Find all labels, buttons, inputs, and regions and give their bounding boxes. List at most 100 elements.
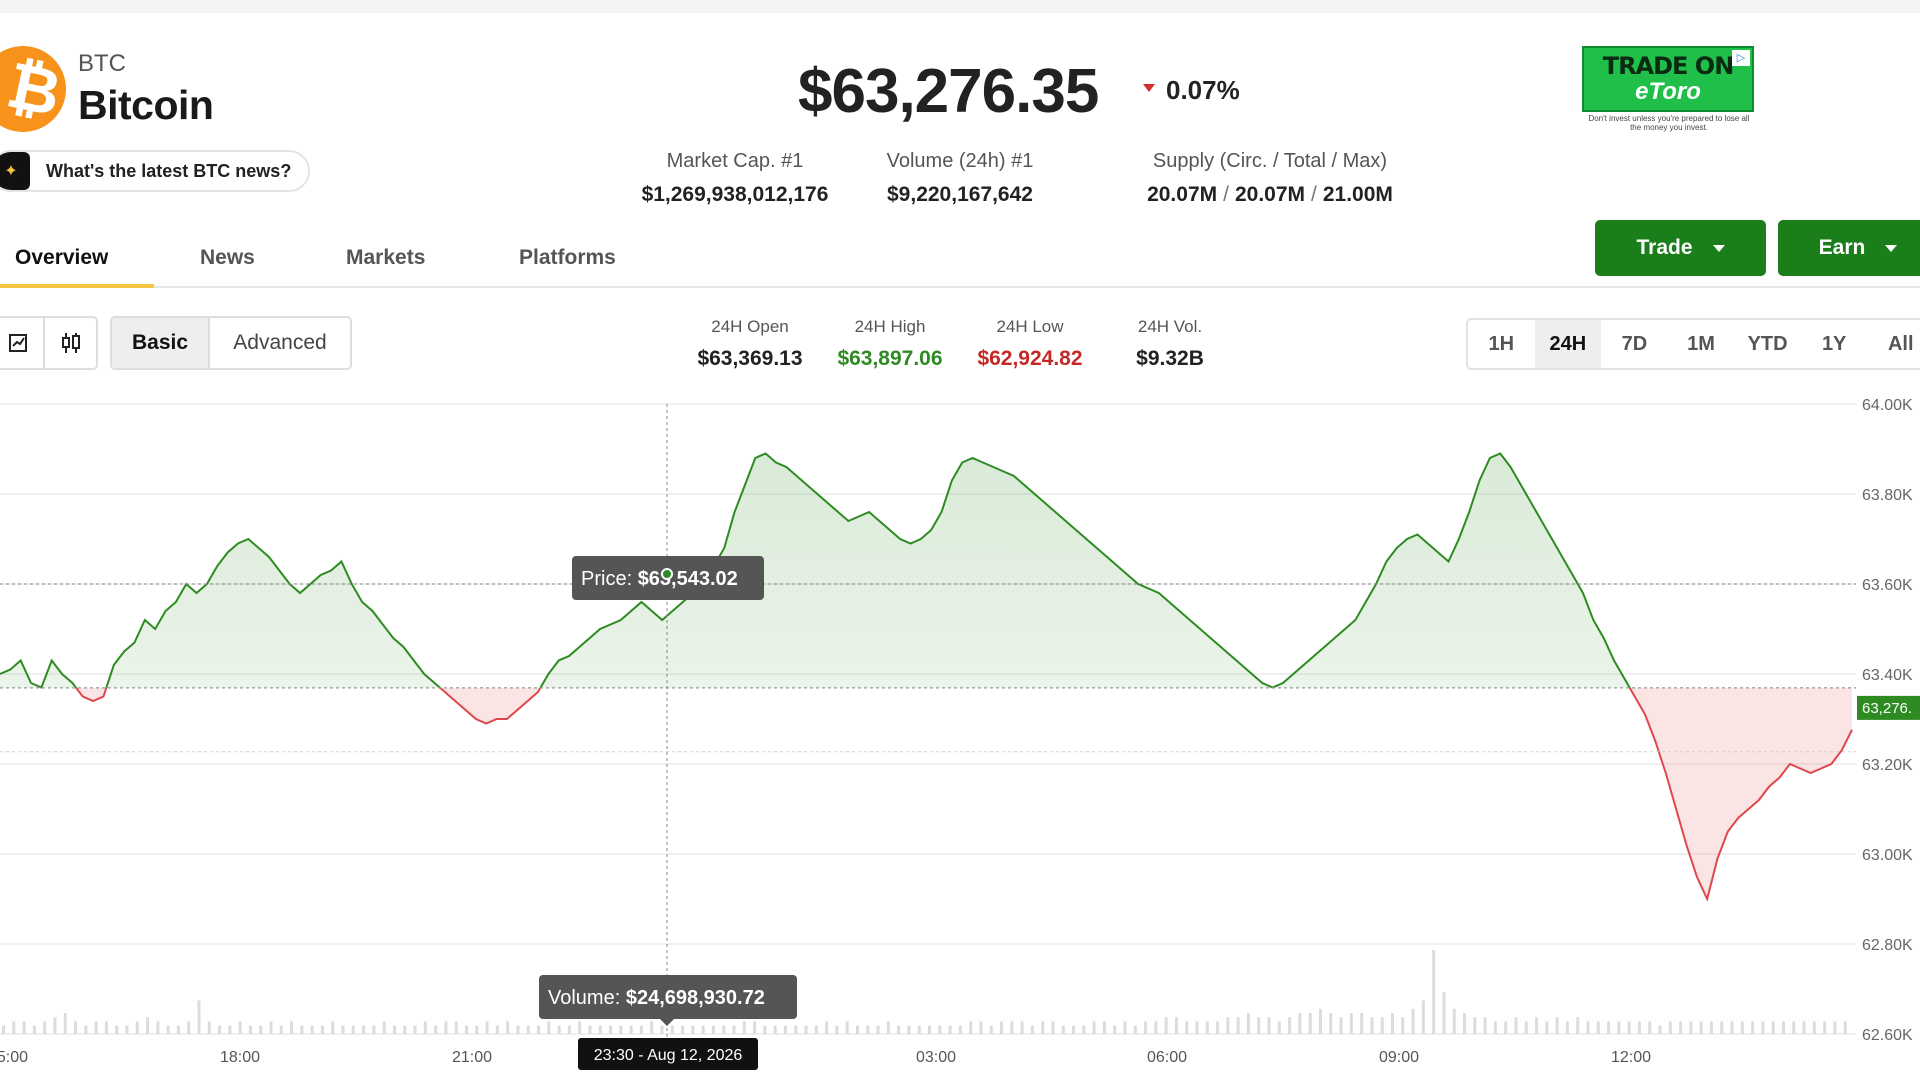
volume-bar	[1730, 1021, 1734, 1034]
volume-bar	[629, 1025, 633, 1034]
volume-bar	[392, 1025, 396, 1034]
volume-bar	[1781, 1021, 1785, 1034]
volume-bar	[1113, 1025, 1117, 1034]
volume-bar	[1010, 1021, 1014, 1034]
volume-bar	[1277, 1021, 1281, 1034]
earn-button-label: Earn	[1818, 236, 1866, 259]
time-tooltip-label: 23:30 - Aug 12, 2026	[594, 1047, 743, 1064]
sparkle-icon: ✦	[0, 152, 30, 190]
tab-overview[interactable]: Overview	[15, 246, 109, 269]
ad-disclaimer: Don't invest unless you're prepared to l…	[1588, 114, 1750, 132]
volume-bar	[1298, 1013, 1302, 1034]
chart-mode-toggle: Basic Advanced	[110, 316, 352, 370]
volume-bar	[465, 1025, 468, 1034]
price-chart[interactable]: 64.00K 63.80K 63.60K 63.40K 63.20K 63.00K 62.8…	[0, 392, 1920, 1080]
earn-caret-icon	[1885, 244, 1898, 252]
volume-bar	[1432, 950, 1436, 1034]
volume-bar	[917, 1025, 921, 1034]
ad-choices-icon[interactable]: ▷	[1732, 50, 1750, 66]
trade-button[interactable]: Trade	[1595, 220, 1766, 276]
volume-bar	[1483, 1017, 1487, 1034]
trade-caret-icon	[1712, 244, 1725, 252]
etoro-ad-banner[interactable]: TRADE ON eToro ▷ Don't invest unless you…	[1582, 46, 1756, 136]
tab-news[interactable]: News	[200, 246, 255, 269]
volume-bar	[1185, 1021, 1189, 1034]
volume-bar	[218, 1025, 222, 1034]
volume-bar	[886, 1021, 890, 1034]
volume-bar	[835, 1025, 839, 1034]
volume-bar	[485, 1021, 489, 1034]
volume-bar	[2, 1025, 5, 1034]
volume-bar	[773, 1025, 777, 1034]
volume-bar	[1843, 1021, 1847, 1034]
volume-bar	[1576, 1017, 1580, 1034]
earn-button[interactable]: Earn	[1778, 220, 1920, 276]
range-1h-button[interactable]: 1H	[1488, 332, 1515, 355]
volume-bar	[1226, 1017, 1230, 1034]
volume-bar	[331, 1021, 335, 1034]
range-all-button[interactable]: All	[1887, 332, 1914, 355]
volume-bar	[516, 1025, 520, 1034]
range-7d-button[interactable]: 7D	[1621, 332, 1648, 355]
volume-bar	[845, 1021, 849, 1034]
tab-platforms[interactable]: Platforms	[519, 246, 616, 269]
current-price-badge-label: 63,276.	[1862, 700, 1912, 717]
supply-separator: /	[1223, 183, 1229, 206]
range-1m-button[interactable]: 1M	[1687, 332, 1715, 355]
volume-bar	[1061, 1025, 1065, 1034]
volume-bar	[290, 1021, 294, 1034]
volume-bar	[341, 1025, 345, 1034]
volume-bar	[1565, 1021, 1569, 1034]
tab-markets[interactable]: Markets	[346, 246, 426, 269]
volume-bar	[866, 1025, 870, 1034]
bitcoin-logo-icon: ₿	[0, 46, 67, 132]
volume-bar	[1154, 1021, 1158, 1034]
volume-bar	[1555, 1017, 1559, 1034]
volume-bar	[567, 1025, 571, 1034]
volume-bar	[444, 1021, 448, 1034]
line-chart-icon[interactable]	[0, 318, 43, 368]
volume-stat: Volume (24h) #1 $9,220,167,642	[810, 150, 1110, 207]
section-tabs: Overview News Markets Platforms	[0, 240, 1920, 288]
volume-bar	[1514, 1017, 1518, 1034]
stat-24h-low-value: $62,924.82	[977, 347, 1083, 370]
volume-bar	[1761, 1021, 1765, 1034]
candlestick-icon[interactable]	[43, 318, 96, 368]
supply-label: Supply (Circ. / Total / Max)	[1152, 150, 1388, 172]
range-ytd-button[interactable]: YTD	[1747, 332, 1788, 355]
volume-bar	[32, 1025, 36, 1034]
x-axis-tick-label: 09:00	[1379, 1049, 1419, 1066]
volume-bar	[269, 1021, 273, 1034]
volume-bar	[320, 1025, 324, 1034]
range-1y-button[interactable]: 1Y	[1821, 332, 1847, 355]
advanced-mode-button[interactable]: Advanced	[233, 331, 327, 354]
volume-bar	[1041, 1021, 1045, 1034]
latest-news-button[interactable]: ✦ What's the latest BTC news?	[0, 150, 310, 192]
volume-bar	[691, 1025, 695, 1034]
volume-bar	[876, 1025, 880, 1034]
volume-bar	[1648, 1021, 1652, 1034]
x-axis-tick-label: 15:00	[0, 1049, 28, 1066]
volume-bar	[1709, 1021, 1713, 1034]
volume-bar	[681, 1025, 685, 1034]
current-price: $63,276.35	[798, 57, 1099, 126]
volume-bar	[1072, 1025, 1076, 1034]
volume-bar	[382, 1021, 386, 1034]
volume-bar	[1545, 1021, 1549, 1034]
range-24h-button[interactable]: 24H	[1534, 320, 1602, 368]
price-tooltip-label: Price: $63,543.02	[581, 568, 738, 590]
volume-bar	[1452, 1008, 1456, 1034]
supply-circulating: 20.07M	[1147, 183, 1218, 206]
basic-mode-button[interactable]: Basic	[112, 318, 210, 368]
y-axis-tick-label: 62.80K	[1862, 937, 1913, 954]
top-strip	[0, 0, 1920, 13]
volume-bar	[1000, 1021, 1004, 1034]
volume-bar	[783, 1025, 787, 1034]
trade-button-label: Trade	[1636, 236, 1693, 259]
ad-box[interactable]: TRADE ON eToro ▷	[1582, 46, 1754, 112]
stat-24h-open: 24H Open $63,369.13	[680, 317, 820, 371]
volume-bar	[300, 1025, 304, 1034]
volume-bar	[259, 1025, 263, 1034]
volume-bar	[1051, 1021, 1055, 1034]
volume-bar	[1216, 1021, 1220, 1034]
